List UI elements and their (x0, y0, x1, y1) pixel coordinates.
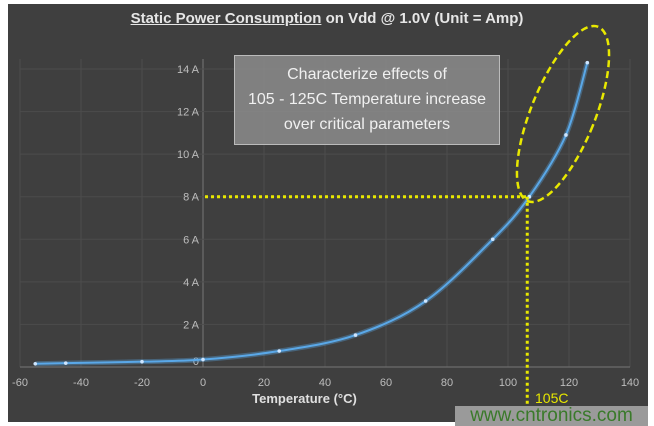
annotation-box: Characterize effects of 105 - 125C Tempe… (234, 55, 500, 145)
data-point (564, 133, 568, 137)
y-tick-label: 12 A (177, 107, 200, 119)
x-tick-label: -20 (134, 377, 150, 389)
x-tick-label: -40 (73, 377, 89, 389)
title-underlined: Static Power Consumption (130, 10, 322, 27)
data-point (140, 359, 144, 364)
y-tick-label: 14 A (177, 64, 200, 76)
y-tick-label: 8 A (183, 192, 200, 204)
data-point (423, 299, 428, 303)
data-point (585, 60, 590, 65)
title-rest: on Vdd @ 1.0V (Unit = Amp) (321, 10, 524, 27)
annotation-line: over critical parameters (283, 116, 451, 133)
chart-title: Static Power Consumption on Vdd @ 1.0V (… (0, 10, 654, 27)
data-point (490, 237, 495, 242)
x-tick-label: 140 (621, 377, 639, 389)
data-point (201, 357, 205, 362)
annotation-line: Characterize effects of (287, 66, 447, 83)
x-axis-label: Temperature (°C) (252, 391, 357, 406)
x-tick-label: -60 (12, 377, 28, 389)
x-tick-label: 0 (200, 377, 206, 389)
data-point (277, 349, 282, 353)
data-point (33, 362, 38, 366)
x-tick-label: 60 (380, 377, 392, 389)
x-tick-label: 100 (499, 377, 517, 389)
x-tick-label: 120 (560, 377, 578, 389)
y-tick-label: 6 A (183, 234, 200, 246)
highlight-ellipse (515, 24, 611, 204)
annotation-line: 105 - 125C Temperature increase (247, 91, 487, 108)
y-tick-label: 0 (193, 356, 199, 368)
watermark: www.cntronics.com (455, 406, 648, 426)
marker-label: 105C (535, 390, 569, 406)
y-tick-label: 4 A (183, 277, 200, 289)
data-point (63, 361, 68, 365)
y-tick-label: 10 A (177, 149, 200, 161)
x-tick-label: 20 (258, 377, 270, 389)
x-tick-label: 80 (441, 377, 453, 389)
y-tick-label: 2 A (183, 319, 200, 331)
x-tick-label: 40 (319, 377, 331, 389)
data-point (353, 333, 358, 337)
